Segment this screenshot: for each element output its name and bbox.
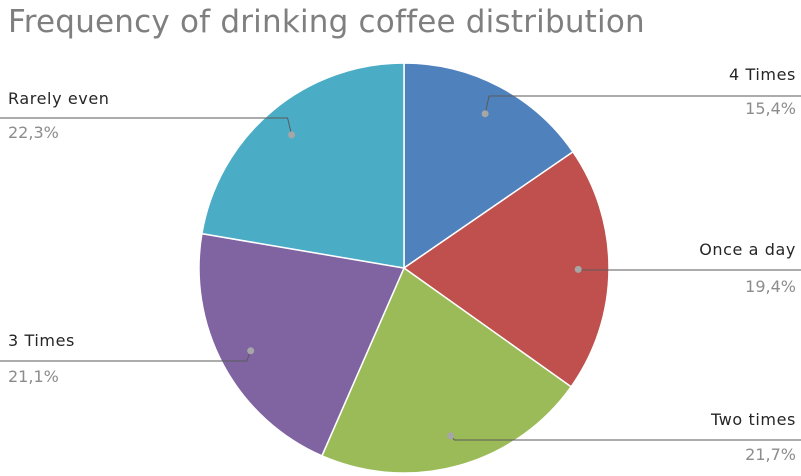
- pie-slices: [199, 63, 609, 473]
- slice-category-label: Once a day: [699, 240, 796, 259]
- leader-dot: [575, 266, 582, 273]
- slice-value-label: 21,1%: [8, 367, 59, 386]
- leader-dot: [247, 347, 254, 354]
- slice-category-label: 3 Times: [8, 331, 75, 350]
- pie-slice-rarely-even: [202, 63, 404, 268]
- leader-line: [0, 351, 251, 361]
- leader-line: [578, 269, 801, 270]
- slice-category-label: 4 Times: [729, 65, 796, 84]
- slice-value-label: 15,4%: [745, 99, 796, 118]
- leader-dot: [482, 110, 489, 117]
- slice-value-label: 19,4%: [745, 277, 796, 296]
- slice-category-label: Rarely even: [8, 89, 110, 108]
- leader-dot: [288, 131, 295, 138]
- slice-value-label: 21,7%: [745, 445, 796, 464]
- leader-dot: [447, 432, 454, 439]
- slice-value-label: 22,3%: [8, 123, 59, 142]
- slice-category-label: Two times: [710, 410, 796, 429]
